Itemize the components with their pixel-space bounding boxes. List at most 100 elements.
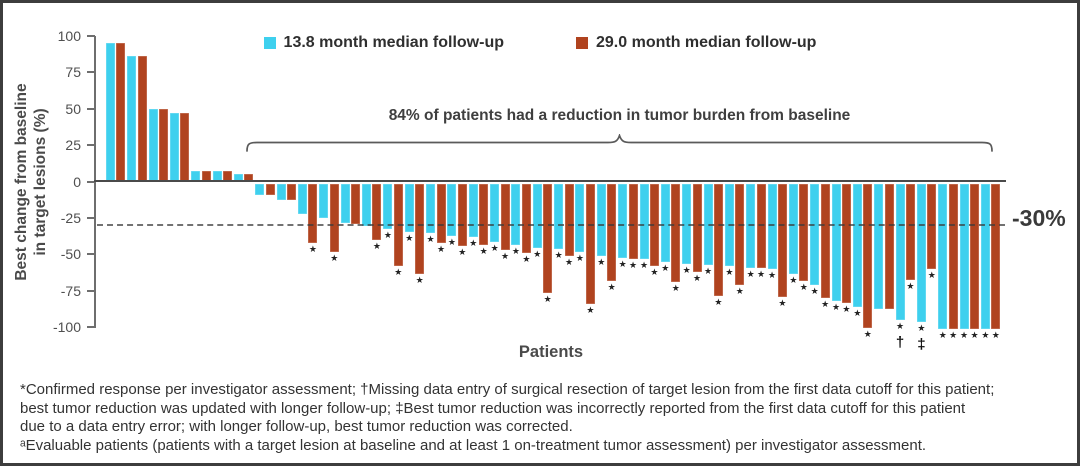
- confirmed-response-star: ★: [767, 270, 777, 281]
- bar-29-0-month-patient-41: [970, 183, 979, 330]
- bar-13-8-month-patient-16: [426, 183, 436, 233]
- confirmed-response-star: ★: [682, 264, 691, 275]
- bar-29-0-month-patient-24: [607, 183, 617, 282]
- bar-29-0-month-patient-37: [884, 183, 894, 309]
- legend-label-13-8-month: 13.8 month median follow-up: [283, 34, 504, 51]
- bar-13-8-month-patient-12: [340, 183, 350, 223]
- bar-29-0-month-patient-38: [905, 183, 915, 280]
- bar-29-0-month-patient-27: [671, 183, 681, 283]
- confirmed-response-star: ★: [693, 273, 702, 284]
- bar-13-8-month-patient-4: [170, 113, 180, 182]
- confirmed-response-star: ★: [960, 330, 969, 341]
- bar-29-0-month-patient-30: [735, 183, 745, 286]
- confirmed-response-star: ★: [917, 322, 926, 333]
- legend-item-13-8-month: 13.8 month median follow-up: [263, 34, 504, 52]
- bar-13-8-month-patient-1: [106, 43, 115, 182]
- confirmed-response-star: ★: [863, 328, 872, 339]
- confirmed-response-star: ★: [618, 258, 627, 269]
- confirmed-response-star: ★: [500, 251, 510, 262]
- confirmed-response-star: ★: [746, 268, 755, 279]
- bar-29-0-month-patient-29: [713, 183, 723, 296]
- legend-swatch-29-0-month: [576, 37, 588, 49]
- bar-13-8-month-patient-17: [447, 183, 457, 236]
- bar-13-8-month-patient-15: [404, 183, 414, 232]
- bar-29-0-month-patient-17: [457, 183, 467, 247]
- confirmed-response-star: ★: [543, 293, 552, 304]
- y-tick-label: -25: [60, 209, 81, 226]
- footnote-line-1: *Confirmed response per investigator ass…: [20, 381, 995, 398]
- brace-graphic: [246, 132, 993, 152]
- bar-29-0-month-patient-1: [116, 43, 126, 182]
- bar-13-8-month-patient-9: [276, 183, 286, 200]
- bar-13-8-month-patient-32: [767, 183, 777, 270]
- bar-13-8-month-patient-3: [148, 108, 158, 182]
- confirmed-response-star: ★: [607, 282, 616, 293]
- bar-29-0-month-patient-19: [500, 183, 510, 251]
- bar-13-8-month-patient-6: [212, 171, 222, 182]
- confirmed-response-star: ★: [671, 283, 680, 294]
- confirmed-response-star: ★: [853, 308, 862, 319]
- legend-item-29-0-month: 29.0 month median follow-up: [576, 34, 816, 52]
- confirmed-response-star: ★: [991, 330, 1000, 341]
- y-axis-line: [94, 36, 96, 328]
- y-tick-label: 50: [65, 100, 81, 117]
- footnote-line-3: due to a data entry error; with longer f…: [20, 418, 573, 436]
- footnotes: *Confirmed response per investigator ass…: [20, 381, 1072, 455]
- bar-13-8-month-patient-37: [874, 183, 884, 309]
- bar-29-0-month-patient-15: [415, 183, 425, 274]
- bar-13-8-month-patient-20: [511, 183, 521, 245]
- plot-area: ★ ★ ★ ★ ★ ★ ★ ★ ★ ★ ★ ★ ★ ★ ★ ★ ★ ★ ★ ★ ★ ★ ★ ★ ★ ★ ★ ★ ★ ★ ★ ★ ★ ★ ★ ★ ★ ★ ★ ★…: [94, 36, 1008, 376]
- bar-29-0-month-patient-12: [351, 183, 361, 225]
- confirmed-response-star: ★: [896, 321, 905, 332]
- bar-13-8-month-patient-5: [191, 171, 201, 182]
- zero-axis-line: [94, 180, 1006, 182]
- threshold-label: -30%: [1012, 205, 1066, 231]
- dagger-symbol: †: [895, 334, 905, 352]
- reduction-annotation: 84% of patients had a reduction in tumor…: [388, 107, 851, 124]
- y-tick-label: -50: [60, 246, 81, 263]
- y-tick-label: -100: [52, 319, 81, 336]
- confirmed-response-star: ★: [405, 232, 414, 243]
- bar-13-8-month-patient-28: [682, 183, 692, 264]
- confirmed-response-star: ★: [703, 266, 713, 276]
- bar-29-0-month-patient-18: [479, 183, 489, 245]
- bar-13-8-month-patient-25: [618, 183, 628, 258]
- bar-29-0-month-patient-42: [991, 183, 1001, 330]
- y-tick-label: 25: [65, 137, 81, 154]
- bar-29-0-month-patient-6: [223, 171, 233, 182]
- confirmed-response-star: ★: [735, 286, 744, 297]
- bar-13-8-month-patient-36: [852, 183, 862, 308]
- bar-13-8-month-patient-24: [596, 183, 606, 257]
- bar-13-8-month-patient-41: [959, 183, 969, 330]
- bar-13-8-month-patient-2: [127, 56, 137, 182]
- confirmed-response-star: ★: [426, 233, 435, 244]
- y-tick-label: -75: [60, 282, 81, 299]
- bar-29-0-month-patient-7: [244, 174, 254, 182]
- confirmed-response-star: ★: [447, 236, 456, 247]
- bar-29-0-month-patient-16: [436, 183, 446, 244]
- bar-13-8-month-patient-21: [532, 183, 542, 248]
- bar-29-0-month-patient-3: [159, 108, 169, 182]
- bar-13-8-month-patient-38: [895, 183, 905, 321]
- bar-29-0-month-patient-2: [137, 56, 147, 182]
- y-tick-mark: [87, 253, 95, 256]
- y-axis-title-line1: Best change from baseline: [13, 83, 30, 281]
- confirmed-response-star: ★: [522, 254, 531, 265]
- confirmed-response-star: ★: [725, 267, 734, 278]
- bar-29-0-month-patient-25: [628, 183, 638, 260]
- y-tick-mark: [87, 35, 95, 37]
- confirmed-response-star: ★: [927, 270, 936, 281]
- bar-13-8-month-patient-42: [980, 183, 990, 330]
- legend: 13.8 month median follow-up 29.0 month m…: [3, 34, 1077, 52]
- confirmed-response-star: ★: [554, 249, 563, 260]
- confirmed-response-star: ★: [842, 303, 851, 314]
- bar-29-0-month-patient-23: [585, 183, 595, 305]
- confirmed-response-star: ★: [629, 260, 638, 271]
- confirmed-response-star: ★: [533, 248, 542, 259]
- bar-13-8-month-patient-35: [831, 183, 841, 302]
- bar-13-8-month-patient-23: [575, 183, 585, 252]
- y-tick-label: 0: [73, 173, 81, 190]
- confirmed-response-star: ★: [308, 244, 317, 255]
- bar-29-0-month-patient-4: [180, 113, 190, 182]
- confirmed-response-star: ★: [970, 330, 979, 341]
